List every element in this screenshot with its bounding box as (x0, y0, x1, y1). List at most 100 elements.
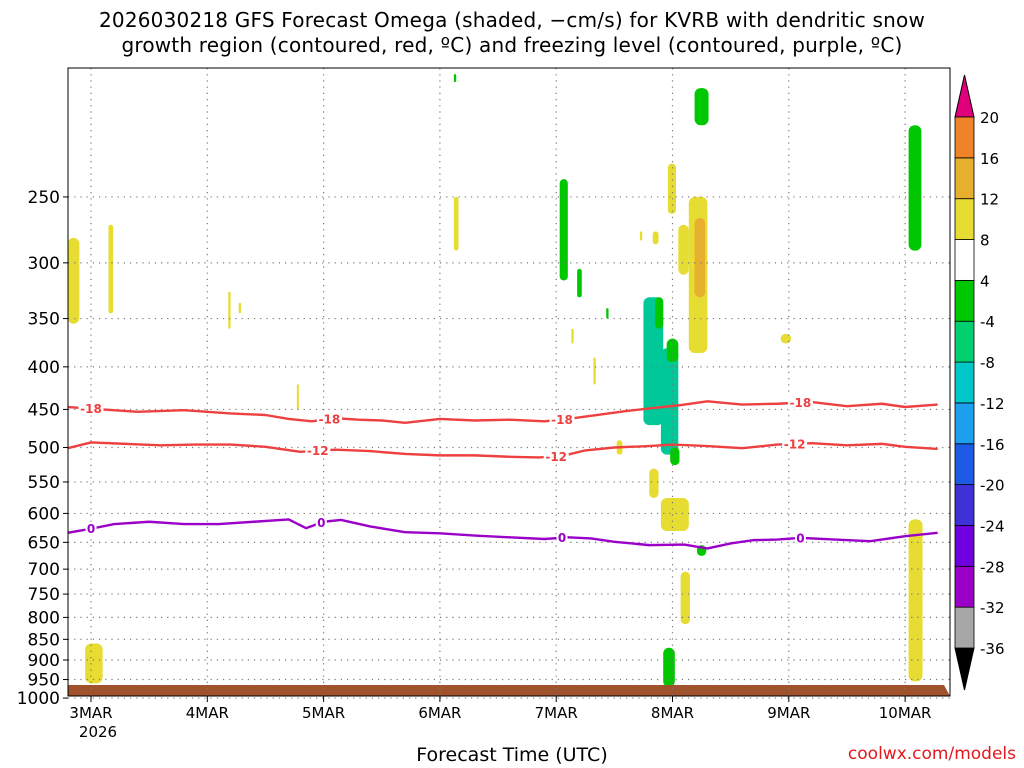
omega-region-20 (670, 447, 680, 466)
contour-label-bg (305, 443, 331, 458)
x-tick-label-7MAR: 7MAR (535, 704, 578, 722)
colorbar-arrow-high (954, 74, 975, 118)
omega-region-32 (908, 125, 922, 251)
colorbar-swatch-7 (954, 320, 975, 363)
colorbar-label--24: -24 (980, 517, 1005, 535)
y-tick-label-1000: 1000 (17, 689, 60, 709)
contour-label-bg (549, 412, 575, 427)
y-tick-label-350: 350 (28, 310, 60, 330)
omega-region-26 (694, 217, 706, 298)
omega-region-14 (639, 231, 643, 241)
colorbar-swatch-6 (954, 361, 975, 404)
omega-region-29 (680, 571, 690, 625)
y-tick-label-500: 500 (28, 439, 60, 459)
contour-dgz-bottom (68, 441, 938, 459)
y-tick-label-250: 250 (28, 188, 60, 208)
omega-region-24 (678, 224, 689, 275)
contour-label-bg (85, 521, 97, 536)
x-tick-label-9MAR: 9MAR (767, 704, 810, 722)
colorbar-swatch-5 (954, 402, 975, 445)
omega-region-0 (68, 237, 80, 324)
y-tick-label-700: 700 (28, 560, 60, 580)
x-tick-label-4MAR: 4MAR (186, 704, 229, 722)
colorbar-label--16: -16 (980, 436, 1005, 454)
x-tick-sublabel: 2026 (79, 723, 117, 741)
colorbar-label--8: -8 (980, 354, 995, 372)
omega-region-21 (667, 163, 676, 214)
ground-surface (68, 685, 950, 696)
contour-label-freezing-level-1: 0 (317, 516, 325, 530)
omega-region-31 (780, 333, 792, 344)
contour-label-freezing-level-2: 0 (558, 531, 566, 545)
omega-region-5 (296, 384, 299, 410)
omega-region-1 (108, 224, 114, 314)
omega-region-11 (606, 308, 609, 319)
grid-lines (68, 68, 950, 699)
ground-layer (68, 685, 950, 696)
colorbar-arrow-low (954, 647, 975, 691)
contour-label-dgz-bottom-1: -12 (545, 450, 567, 464)
contour-label-dgz-bottom-0: -12 (307, 444, 329, 458)
y-tick-label-300: 300 (28, 254, 60, 274)
y-tick-label-900: 900 (28, 651, 60, 671)
y-tick-label-550: 550 (28, 473, 60, 493)
y-tick-label-650: 650 (28, 533, 60, 553)
x-tick-label-10MAR: 10MAR (879, 704, 932, 722)
contour-label-bg (543, 449, 569, 464)
y-tick-label-750: 750 (28, 585, 60, 605)
contour-label-bg (794, 530, 806, 545)
omega-region-27 (694, 88, 709, 126)
contour-lines: -18 -18 -18 -18 -12 -12 -12 0 0 0 0 (68, 395, 938, 550)
contour-label-dgz-top-3: -18 (790, 396, 812, 410)
colorbar-swatch-2 (954, 525, 975, 567)
y-tick-label-600: 600 (28, 504, 60, 524)
omega-region-16 (643, 297, 664, 426)
contour-label-dgz-bottom-2: -12 (784, 437, 806, 451)
contour-label-dgz-top-1: -18 (319, 412, 341, 426)
y-tick-label-850: 850 (28, 630, 60, 650)
colorbar-label--36: -36 (980, 640, 1005, 658)
chart-title-line-2: growth region (contoured, red, ºC) and f… (121, 33, 903, 57)
colorbar-swatch-11 (954, 157, 975, 200)
colorbar-swatch-12 (954, 116, 975, 159)
omega-region-19 (666, 338, 679, 363)
colorbar-label-12: 12 (980, 191, 999, 209)
colorbar-swatch-10 (954, 198, 975, 240)
credit-text[interactable]: coolwx.com/models (847, 744, 1016, 764)
contour-label-bg (787, 395, 813, 410)
omega-region-33 (908, 519, 923, 682)
omega-region-7 (453, 74, 457, 83)
contour-label-freezing-level-3: 0 (796, 531, 804, 545)
omega-shading (68, 74, 923, 688)
colorbar-label-4: 4 (980, 272, 990, 290)
omega-region-30 (663, 647, 675, 688)
colorbar-label--32: -32 (980, 599, 1005, 617)
y-tick-label-800: 800 (28, 608, 60, 628)
omega-region-15 (652, 231, 659, 245)
colorbar-label--20: -20 (980, 477, 1005, 495)
axes: 2503003504004505005506006507007508008509… (17, 188, 932, 741)
colorbar-label-16: 16 (980, 150, 999, 168)
colorbar-label-8: 8 (980, 232, 990, 250)
x-tick-label-8MAR: 8MAR (651, 704, 694, 722)
colorbar-label--12: -12 (980, 395, 1005, 413)
omega-region-9 (577, 268, 582, 298)
omega-region-23 (660, 498, 689, 532)
omega-region-2 (85, 643, 103, 684)
omega-region-12 (593, 357, 596, 385)
contour-label-dgz-top-0: -18 (80, 402, 102, 416)
omega-region-8 (559, 179, 568, 281)
contour-label-bg (316, 411, 342, 426)
x-tick-label-6MAR: 6MAR (418, 704, 461, 722)
colorbar-swatch-3 (954, 484, 975, 526)
contour-label-freezing-level-0: 0 (87, 522, 95, 536)
colorbar-label--28: -28 (980, 558, 1005, 576)
contour-freezing-level (68, 518, 938, 550)
omega-region-4 (238, 302, 242, 314)
contour-label-bg (782, 436, 808, 451)
x-tick-label-5MAR: 5MAR (302, 704, 345, 722)
colorbar-swatch-8 (954, 279, 975, 322)
colorbar: -36 -32 -28 -24 -20 -16 -12 -8 -4 4 8 12 16 20 (954, 74, 1005, 691)
y-tick-label-950: 950 (28, 671, 60, 691)
